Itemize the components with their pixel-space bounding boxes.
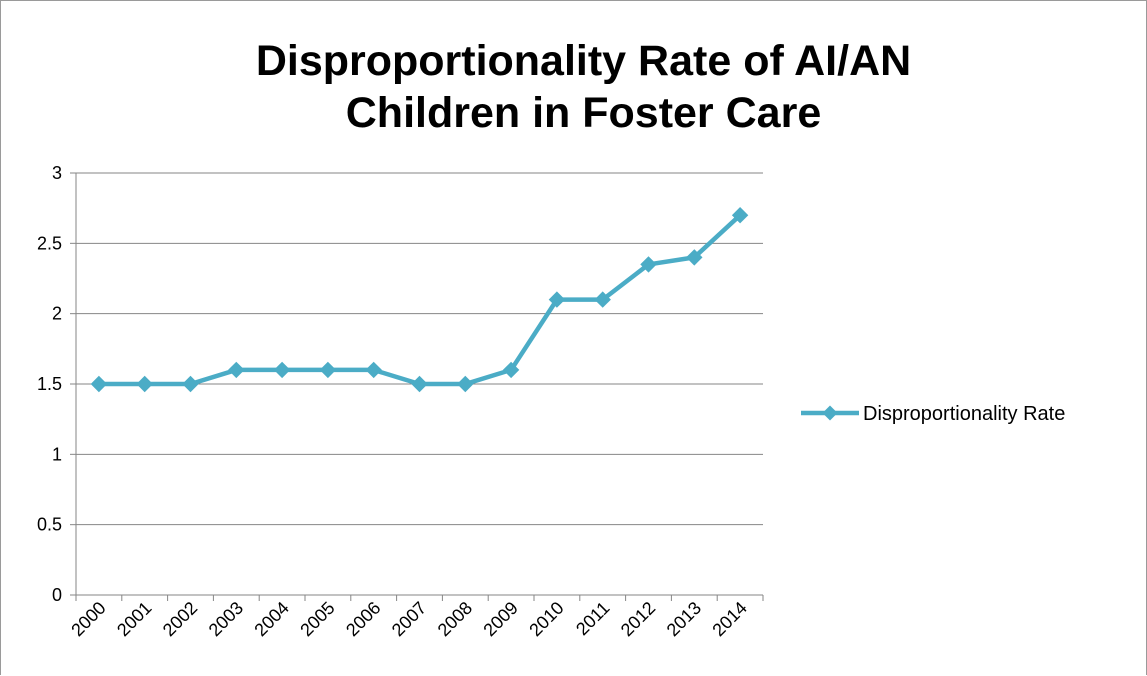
x-tick-label: 2012 [617, 598, 659, 640]
y-tick-label: 0.5 [37, 515, 62, 535]
data-point-marker [228, 361, 245, 379]
y-tick-label: 2 [52, 304, 62, 324]
x-tick-label: 2011 [572, 598, 614, 640]
grid-lines [76, 172, 763, 526]
data-point-marker [182, 375, 199, 393]
chart-title-line-1: Disproportionality Rate of AI/AN [255, 37, 912, 85]
x-tick-label: 2010 [525, 598, 567, 640]
legend: Disproportionality Rate [801, 403, 1065, 425]
legend-marker-swatch [822, 405, 838, 421]
y-axis-tick-labels: 0 0.5 1 1.5 2 2.5 3 [37, 163, 62, 605]
x-tick-label: 2002 [159, 598, 201, 640]
data-point-marker [594, 291, 611, 308]
data-point-marker [365, 361, 382, 379]
x-tick-label: 2014 [708, 598, 750, 640]
data-point-marker [731, 206, 749, 224]
x-tick-label: 2006 [342, 598, 384, 640]
axes [70, 172, 764, 601]
x-tick-label: 2004 [250, 598, 292, 640]
x-tick-label: 2007 [388, 598, 430, 640]
data-point-marker [273, 361, 291, 379]
x-tick-label: 2009 [479, 598, 521, 640]
data-point-marker [548, 291, 566, 308]
x-axis-tick-labels: 2000 2001 2002 2003 2004 2005 2006 2007 2008 2009… [67, 598, 751, 640]
data-point-marker [136, 375, 153, 393]
y-tick-label: 1.5 [37, 374, 62, 394]
x-tick-label: 2000 [67, 598, 109, 640]
y-tick-label: 2.5 [37, 233, 62, 253]
series-line [98, 213, 742, 387]
x-tick-label: 2013 [663, 598, 705, 640]
y-tick-label: 3 [52, 163, 62, 183]
chart-title: Disproportionality Rate of AI/AN Childre… [1, 35, 1147, 139]
data-point-marker [319, 361, 337, 379]
y-tick-label: 0 [52, 585, 62, 605]
data-point-marker [457, 375, 474, 393]
data-point-marker [502, 361, 520, 379]
series-layer [90, 206, 749, 393]
x-tick-label: 2003 [205, 598, 247, 640]
x-tick-label: 2008 [434, 598, 476, 640]
data-point-marker [686, 249, 703, 266]
data-point-marker [90, 375, 108, 393]
x-tick-label: 2001 [113, 598, 155, 640]
data-point-marker [640, 256, 657, 273]
chart-title-line-2: Children in Foster Care [345, 89, 822, 137]
y-tick-label: 1 [52, 444, 62, 464]
data-point-marker [411, 375, 428, 393]
x-tick-label: 2005 [296, 598, 338, 640]
legend-label: Disproportionality Rate [863, 403, 1065, 425]
